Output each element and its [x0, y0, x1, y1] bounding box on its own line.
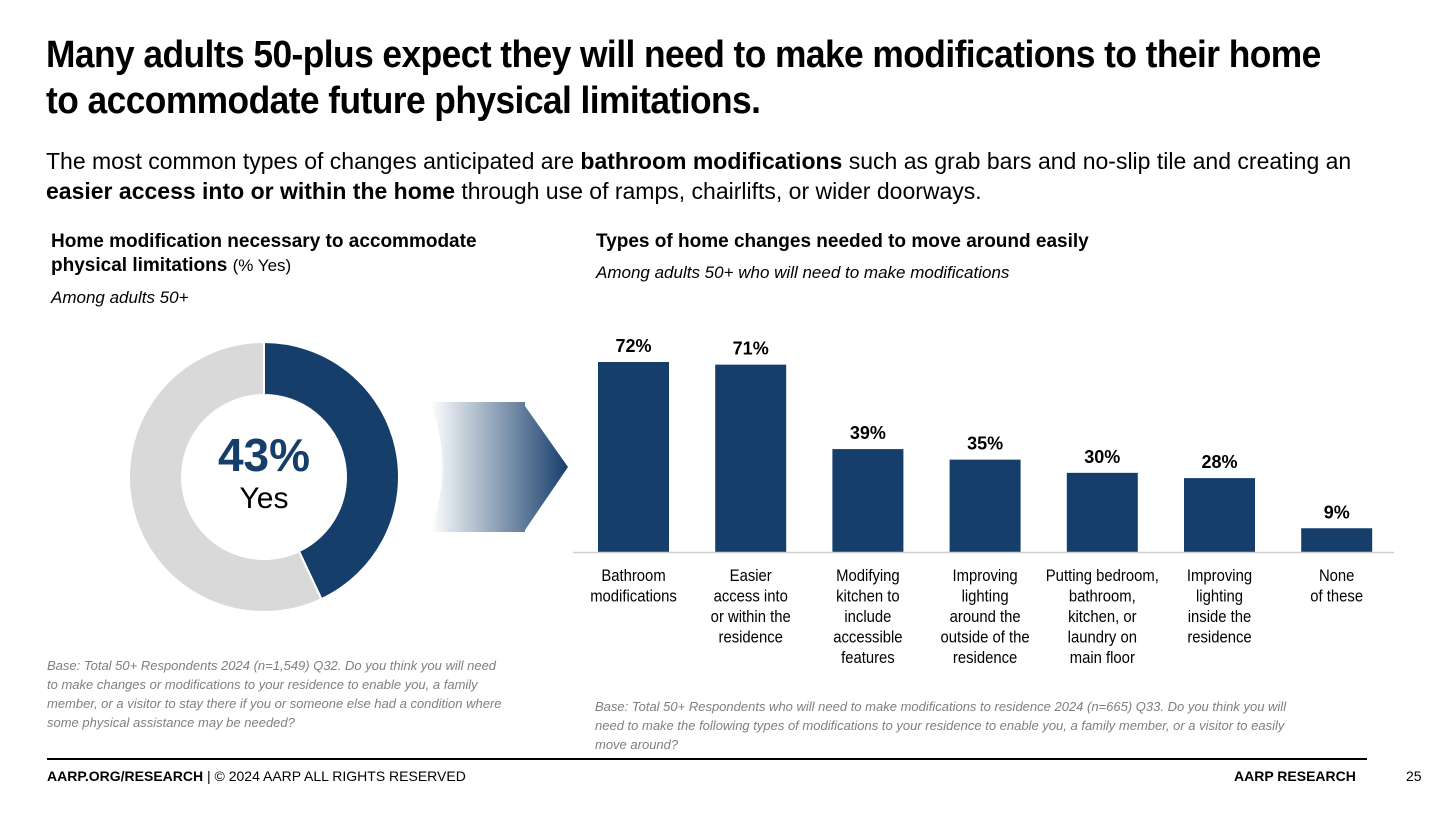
bar — [1301, 528, 1373, 552]
subtitle-text: through use of ramps, chairlifts, or wid… — [455, 178, 982, 204]
bar — [1066, 472, 1138, 552]
bar-data-label: 71% — [733, 339, 769, 359]
bar — [715, 364, 787, 552]
donut-slice-remainder — [128, 340, 323, 613]
bar — [598, 362, 669, 552]
subtitle-emphasis: bathroom modifications — [580, 148, 843, 174]
footer-divider — [47, 758, 1367, 760]
donut-chart: 43% Yes — [128, 340, 400, 613]
bar-chart-base-label: Among adults 50+ who will need to make m… — [596, 263, 1010, 282]
subtitle-emphasis: easier access into or within the home — [46, 178, 456, 204]
category-label: Easier access into or within the residence — [711, 567, 791, 646]
bar-series: 72% Bathroom modifications 71% Easier access … — [590, 336, 1373, 667]
bar-data-label: 35% — [967, 434, 1003, 454]
page-number: 25 — [1406, 768, 1422, 784]
category-label: Modifying kitchen to include accessible feat… — [833, 567, 903, 667]
bar-data-label: 72% — [615, 336, 651, 356]
category-label: Improving lighting around the outside of th… — [941, 567, 1030, 667]
bar — [1184, 478, 1255, 552]
donut-chart-title: Home modification necessary to accommoda… — [51, 230, 501, 278]
donut-chart-title-text: Home modification necessary to accommoda… — [51, 231, 477, 276]
bar-chart: 72% Bathroom modifications 71% Easier access … — [573, 336, 1394, 667]
page-subtitle: The most common types of changes anticip… — [46, 146, 1376, 206]
page-title: Many adults 50-plus expect they will nee… — [46, 34, 1321, 122]
bar-data-label: 28% — [1201, 452, 1237, 472]
donut-center-label: Yes — [240, 482, 289, 515]
subtitle-text: such as grab bars and no-slip tile and c… — [842, 148, 1352, 174]
category-label: None of these — [1310, 567, 1363, 605]
footer-brand: AARP RESEARCH — [1234, 768, 1356, 784]
donut-chart-base-label: Among adults 50+ — [51, 288, 189, 307]
arrow-icon — [430, 402, 568, 532]
footer-copyright: AARP.ORG/RESEARCH | © 2024 AARP ALL RIGH… — [47, 767, 466, 785]
footer-copyright-text: | © 2024 AARP ALL RIGHTS RESERVED — [203, 768, 466, 784]
donut-slice-yes — [263, 340, 400, 601]
bar-data-label: 9% — [1324, 502, 1350, 522]
bar-chart-source-note: Base: Total 50+ Respondents who will nee… — [595, 699, 1287, 752]
bar-data-label: 30% — [1084, 447, 1120, 467]
subtitle-text: The most common types of changes anticip… — [46, 148, 581, 174]
donut-arcs — [128, 340, 400, 613]
bar-data-label: 39% — [850, 423, 886, 443]
footer-site-link[interactable]: AARP.ORG/RESEARCH — [47, 768, 204, 784]
bar — [832, 449, 904, 552]
category-label: Bathroom modifications — [590, 567, 677, 605]
donut-center-value: 43% — [218, 429, 310, 481]
category-label: Improving lighting inside the residence — [1187, 567, 1252, 646]
donut-chart-source-note: Base: Total 50+ Respondents 2024 (n=1,54… — [47, 658, 502, 730]
bar — [949, 459, 1021, 552]
bar-chart-title: Types of home changes needed to move aro… — [596, 231, 1089, 252]
donut-chart-title-suffix: (% Yes) — [232, 256, 292, 275]
category-label: Putting bedroom, bathroom, kitchen, or laun… — [1046, 567, 1159, 667]
